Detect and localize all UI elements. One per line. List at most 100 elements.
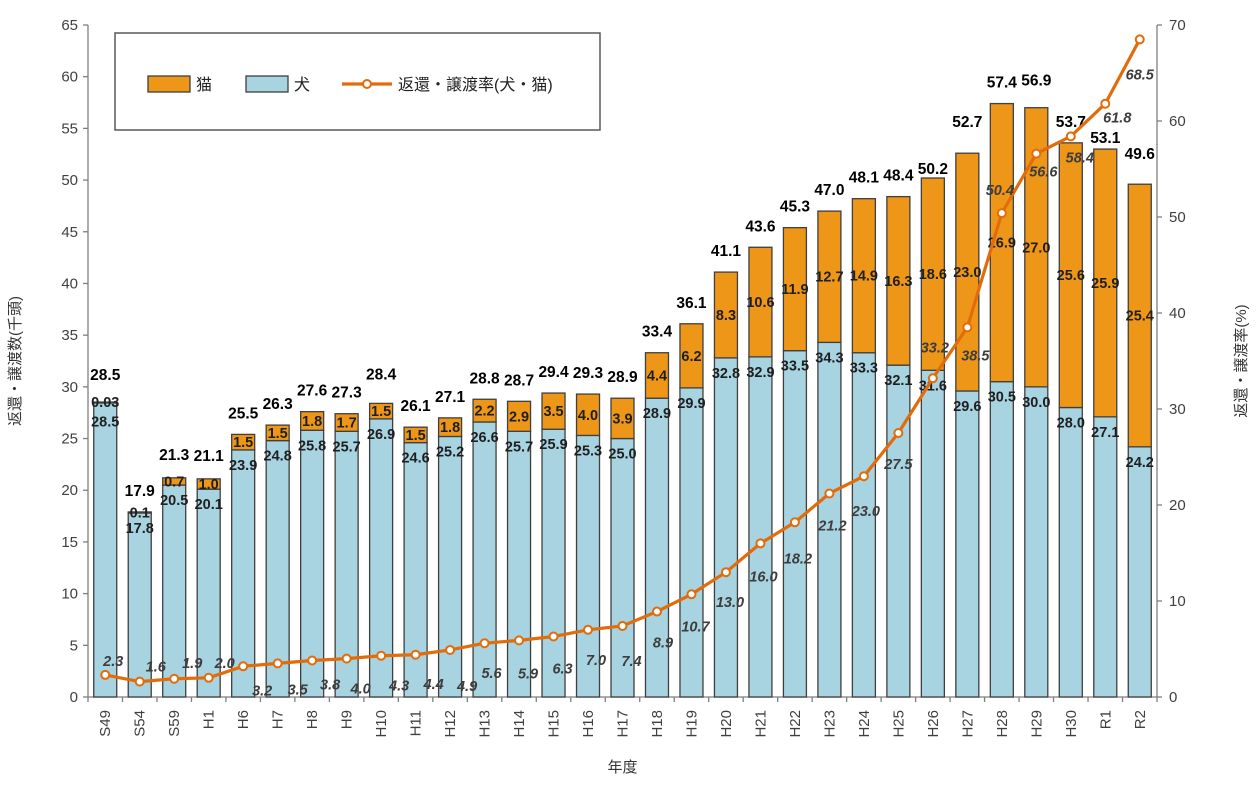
bar-cat-H11 bbox=[403, 426, 428, 444]
bar-cat-H24 bbox=[851, 198, 877, 354]
right-axis-label: 30 bbox=[1169, 401, 1186, 418]
x-tick-label-H11: H11 bbox=[408, 710, 425, 736]
right-axis-title: 返還・譲渡率(%) bbox=[1233, 304, 1250, 417]
left-axis-label: 50 bbox=[61, 172, 78, 189]
cat-label-H8: 1.8 bbox=[302, 414, 322, 430]
left-axis-label: 0 bbox=[70, 689, 78, 706]
dog-label-H30: 28.0 bbox=[1057, 416, 1085, 432]
rate-label-H18: 8.9 bbox=[653, 636, 673, 652]
rate-label-H23: 21.2 bbox=[817, 518, 846, 534]
rate-marker-H19 bbox=[686, 589, 697, 600]
cat-label-H20: 8.3 bbox=[716, 308, 736, 324]
rate-label-H6: 3.2 bbox=[252, 683, 272, 699]
bar-cat-H17 bbox=[610, 397, 635, 440]
dog-label-R2: 24.2 bbox=[1126, 455, 1154, 471]
cat-label-H11: 1.5 bbox=[406, 428, 426, 444]
x-tick-label-H8: H8 bbox=[304, 710, 321, 729]
total-label-H10: 28.4 bbox=[366, 366, 397, 383]
bar-cat-R2 bbox=[1127, 183, 1152, 448]
cat-label-S49: 0.03 bbox=[91, 395, 119, 411]
total-label-H30: 53.7 bbox=[1056, 114, 1086, 131]
rate-label-H22: 18.2 bbox=[784, 551, 812, 567]
total-label-H25: 48.4 bbox=[883, 168, 914, 185]
rate-marker-H6 bbox=[238, 661, 249, 672]
dog-label-H10: 26.9 bbox=[367, 427, 395, 443]
legend-cat-swatch bbox=[147, 75, 191, 93]
dog-label-H1: 20.1 bbox=[195, 497, 223, 513]
right-axis-label: 20 bbox=[1169, 497, 1186, 514]
bar-cat-H27 bbox=[955, 152, 980, 392]
total-label-H8: 27.6 bbox=[297, 383, 328, 400]
total-label-H23: 47.0 bbox=[814, 182, 844, 199]
rate-marker-H30 bbox=[1065, 131, 1076, 142]
rate-label-H11: 4.4 bbox=[423, 677, 444, 693]
rate-label-H27: 38.5 bbox=[961, 348, 990, 364]
cat-label-H1: 1.0 bbox=[199, 477, 219, 493]
rate-label-S49: 2.3 bbox=[102, 654, 123, 670]
x-tick-label-H24: H24 bbox=[856, 710, 873, 738]
dog-label-H19: 29.9 bbox=[677, 396, 705, 412]
cat-label-H29: 27.0 bbox=[1022, 240, 1050, 256]
rate-label-H26: 33.2 bbox=[921, 340, 949, 356]
x-tick-label-H14: H14 bbox=[511, 710, 528, 738]
cat-label-H23: 12.7 bbox=[815, 270, 843, 286]
dog-label-H9: 25.7 bbox=[333, 439, 361, 455]
rate-marker-R2 bbox=[1134, 34, 1145, 45]
cat-label-H17: 3.9 bbox=[612, 411, 632, 427]
cat-label-H30: 25.6 bbox=[1057, 268, 1085, 284]
dog-label-H11: 24.6 bbox=[401, 451, 429, 467]
total-label-H24: 48.1 bbox=[849, 170, 880, 187]
x-tick-label-H10: H10 bbox=[373, 710, 390, 738]
rate-label-S59: 1.9 bbox=[182, 656, 202, 672]
legend-label-rate: 返還・譲渡率(犬・猫) bbox=[398, 75, 553, 94]
x-tick-label-H6: H6 bbox=[235, 710, 252, 729]
rate-marker-H9 bbox=[341, 653, 352, 664]
bar-cat-H9 bbox=[334, 413, 359, 432]
left-axis-label: 25 bbox=[61, 431, 78, 448]
rate-marker-H25 bbox=[893, 428, 904, 438]
rate-marker-H14 bbox=[514, 635, 525, 646]
bar-cat-H25 bbox=[886, 195, 911, 366]
left-axis-title: 返還・譲渡数(千頭) bbox=[7, 296, 24, 426]
x-tick-label-H9: H9 bbox=[339, 710, 356, 729]
bar-dog-R2 bbox=[1127, 446, 1152, 698]
bar-cat-H26 bbox=[920, 177, 946, 371]
rate-marker-S54 bbox=[134, 676, 145, 687]
right-axis-label: 50 bbox=[1169, 209, 1186, 226]
x-tick-label-H22: H22 bbox=[787, 710, 804, 738]
cat-label-H22: 11.9 bbox=[781, 282, 808, 298]
x-tick-label-H13: H13 bbox=[477, 710, 494, 738]
cat-label-H12: 1.8 bbox=[440, 420, 460, 436]
bar-dog-H14 bbox=[506, 430, 532, 698]
x-tick-label-H19: H19 bbox=[683, 710, 700, 738]
bar-cat-H19 bbox=[679, 323, 704, 389]
x-tick-label-H23: H23 bbox=[821, 710, 838, 738]
right-axis-label: 10 bbox=[1169, 593, 1186, 610]
bar-dog-H29 bbox=[1024, 386, 1049, 698]
bar-cat-H29 bbox=[1024, 107, 1049, 388]
rate-label-H12: 4.9 bbox=[456, 679, 477, 695]
dog-label-H16: 25.3 bbox=[574, 443, 602, 459]
left-axis-label: 5 bbox=[70, 637, 78, 654]
dog-label-H17: 25.0 bbox=[608, 447, 636, 463]
total-label-H20: 41.1 bbox=[711, 243, 742, 260]
bar-dog-H20 bbox=[713, 357, 739, 698]
total-label-H27: 52.7 bbox=[952, 114, 982, 131]
legend-dog-swatch bbox=[245, 75, 289, 93]
x-tick-label-R2: R2 bbox=[1132, 710, 1149, 729]
rate-marker-H7 bbox=[272, 658, 283, 669]
cat-label-H24: 14.9 bbox=[850, 269, 878, 285]
dog-label-H22: 33.5 bbox=[781, 359, 809, 375]
x-tick-label-H16: H16 bbox=[580, 710, 597, 738]
bar-cat-H12 bbox=[437, 417, 463, 438]
bar-cat-R1 bbox=[1093, 148, 1118, 418]
bar-dog-H30 bbox=[1058, 406, 1083, 698]
dog-label-H6: 23.9 bbox=[229, 458, 257, 474]
x-tick-label-H30: H30 bbox=[1063, 710, 1080, 738]
x-tick-label-S49: S49 bbox=[97, 710, 114, 737]
bar-dog-H19 bbox=[679, 387, 704, 698]
rate-label-S54: 1.6 bbox=[146, 660, 167, 676]
total-label-H13: 28.8 bbox=[469, 370, 500, 387]
